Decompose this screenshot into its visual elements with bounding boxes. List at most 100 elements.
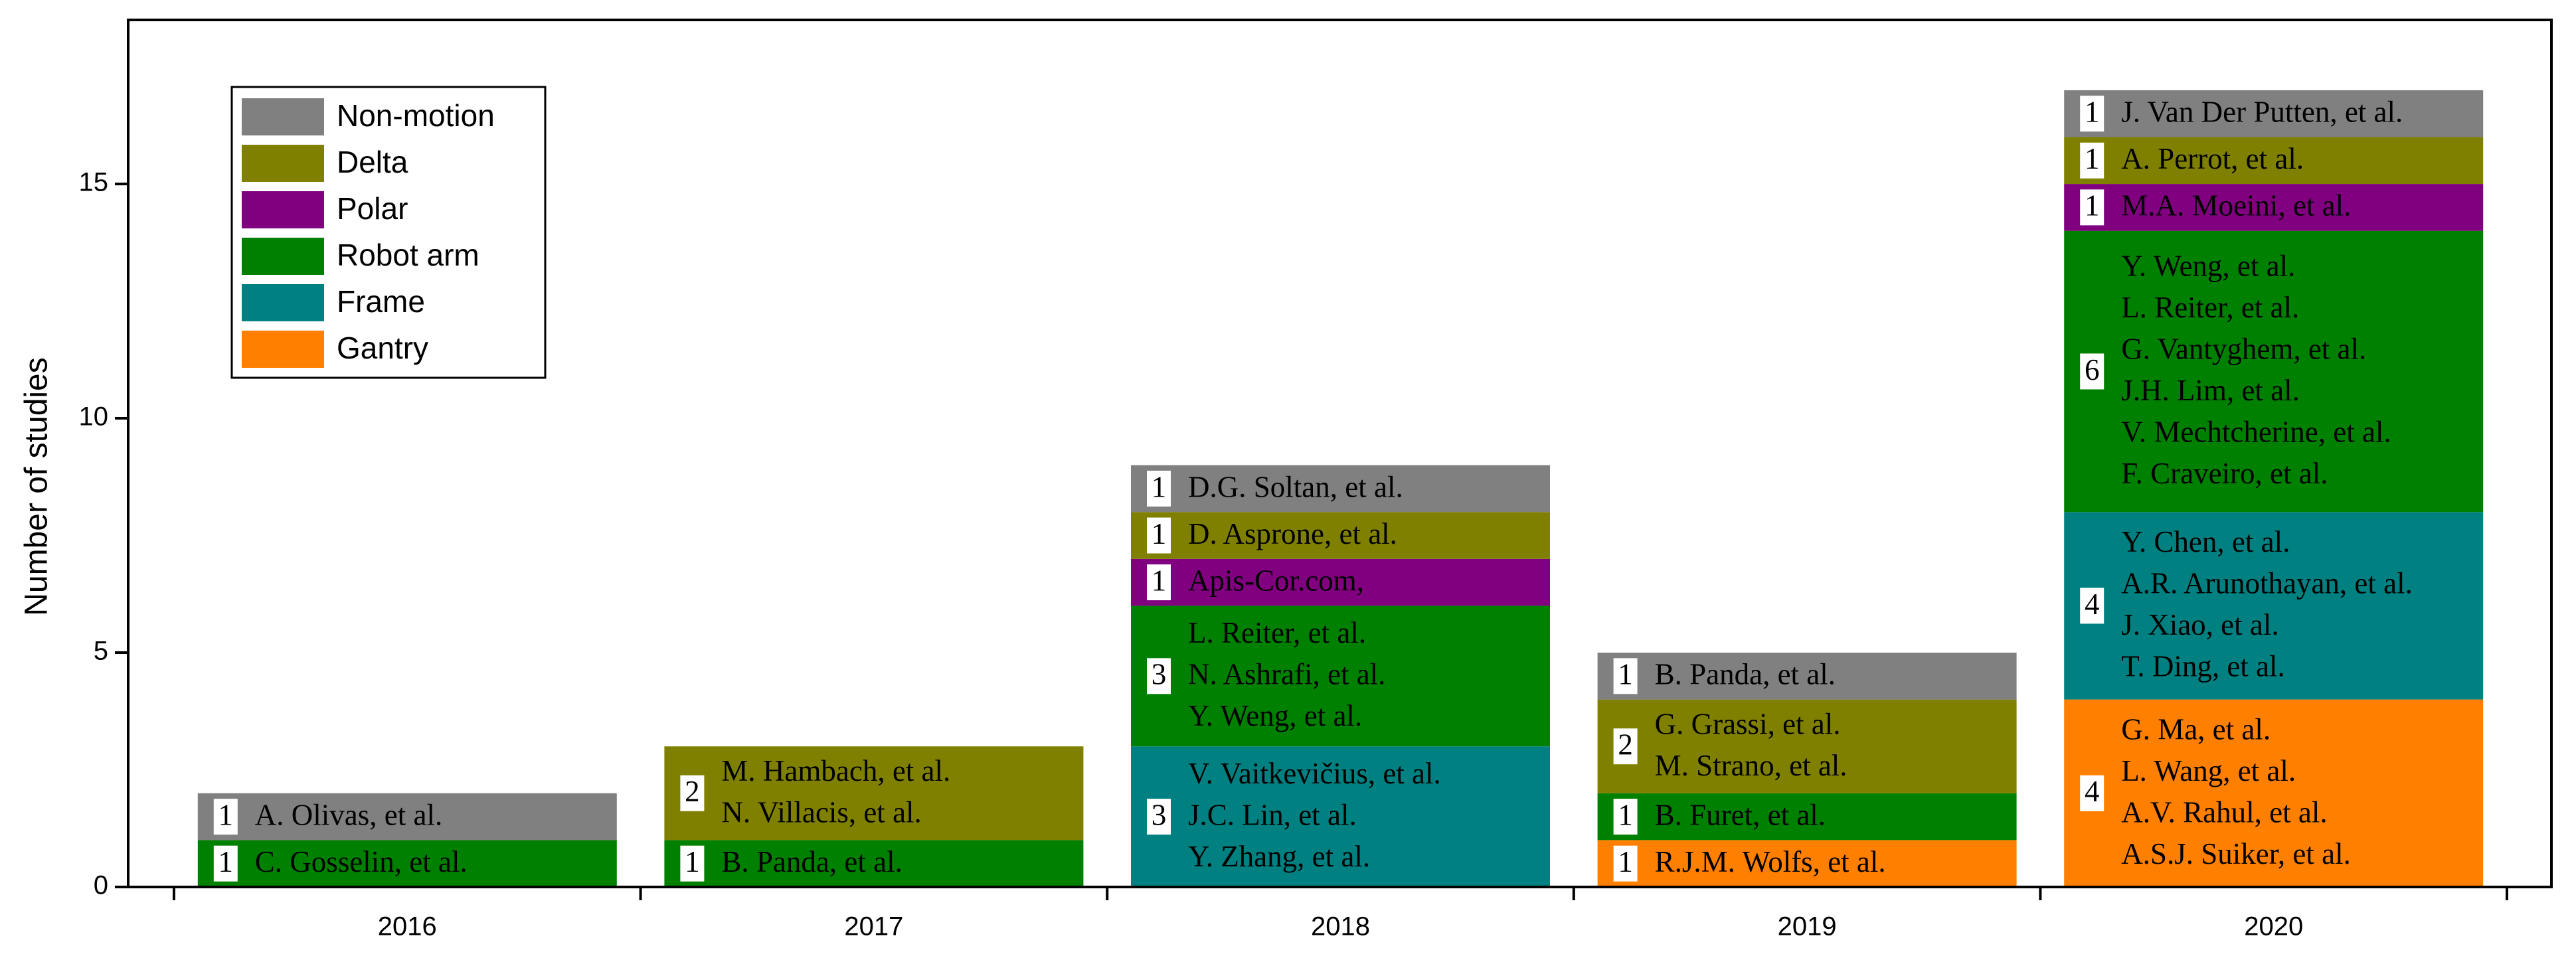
legend-swatch — [242, 98, 324, 135]
count-label: 1 — [1152, 517, 1167, 550]
author-label: A. Olivas, et al. — [255, 798, 442, 831]
count-box — [2080, 588, 2104, 624]
author-label: A. Perrot, et al. — [2121, 142, 2304, 175]
author-label: M.A. Moeini, et al. — [2121, 189, 2351, 222]
count-box — [1613, 845, 1638, 882]
author-label: G. Grassi, et al. — [1655, 707, 1841, 740]
count-label: 2 — [1618, 728, 1633, 762]
bar-segment — [2064, 90, 2484, 137]
author-label: V. Vaitkevičius, et al. — [1188, 757, 1441, 790]
legend-label: Non-motion — [337, 98, 495, 133]
count-box — [1147, 470, 1171, 507]
count-label: 1 — [2085, 142, 2100, 175]
author-label: Apis-Cor.com, — [1188, 564, 1364, 597]
count-label: 1 — [2085, 189, 2100, 222]
bar-segment — [2064, 184, 2484, 231]
count-label: 4 — [2085, 775, 2100, 808]
bar-segment — [2064, 137, 2484, 185]
author-label: M. Strano, et al. — [1655, 749, 1847, 782]
legend-label: Frame — [337, 284, 425, 319]
author-label: J.C. Lin, et al. — [1188, 798, 1357, 831]
author-label: J. Van Der Putten, et al. — [2121, 96, 2403, 129]
y-tick-label: 0 — [94, 871, 108, 900]
author-label: B. Panda, et al. — [1655, 658, 1836, 691]
bar-segment — [2064, 230, 2484, 513]
count-label: 1 — [1618, 658, 1633, 691]
count-label: 1 — [1152, 564, 1167, 597]
author-label: L. Reiter, et al. — [1188, 616, 1366, 649]
bar-segment — [2064, 699, 2484, 887]
bar-segment — [197, 793, 617, 841]
legend-label: Robot arm — [337, 238, 479, 272]
bar-segment — [1131, 558, 1550, 606]
y-tick-label: 15 — [79, 168, 109, 197]
author-label: D.G. Soltan, et al. — [1188, 470, 1403, 503]
count-box — [1147, 658, 1171, 694]
count-label: 1 — [1618, 798, 1633, 831]
legend-swatch — [242, 145, 324, 182]
bar-segment — [664, 746, 1084, 841]
author-label: Y. Weng, et al. — [2121, 250, 2295, 283]
legend-swatch — [242, 284, 324, 321]
count-box — [680, 775, 705, 811]
y-axis-label: Number of studies — [19, 357, 54, 616]
count-label: 1 — [685, 845, 700, 878]
y-tick-label: 5 — [94, 637, 108, 666]
author-label: G. Vantyghem, et al. — [2121, 333, 2366, 366]
count-label: 4 — [2085, 588, 2100, 621]
author-label: L. Wang, et al. — [2121, 754, 2296, 787]
x-tick-label: 2016 — [378, 912, 437, 941]
count-box — [2080, 353, 2104, 390]
count-label: 1 — [2085, 96, 2100, 129]
count-box — [213, 845, 238, 882]
bar-segment — [2064, 512, 2484, 700]
count-box — [680, 845, 705, 882]
legend-label: Gantry — [337, 331, 428, 365]
author-label: L. Reiter, et al. — [2121, 291, 2299, 324]
author-label: M. Hambach, et al. — [721, 754, 950, 787]
count-label: 2 — [685, 775, 700, 808]
legend-swatch — [242, 238, 324, 275]
x-tick-label: 2018 — [1311, 912, 1370, 941]
author-label: Y. Weng, et al. — [1188, 699, 1362, 732]
legend-swatch — [242, 191, 324, 228]
author-label: Y. Chen, et al. — [2121, 525, 2290, 558]
author-label: N. Ashrafi, et al. — [1188, 658, 1385, 691]
author-label: A.R. Arunothayan, et al. — [2121, 567, 2413, 600]
author-label: F. Craveiro, et al. — [2121, 457, 2328, 490]
bar-segment — [1597, 653, 2017, 700]
count-box — [2080, 96, 2104, 132]
x-tick-label: 2020 — [2244, 912, 2303, 941]
bar-segment — [664, 840, 1084, 887]
author-label: V. Mechtcherine, et al. — [2121, 416, 2391, 449]
plot-frame — [127, 19, 2553, 888]
count-box — [1613, 658, 1638, 694]
count-box — [213, 799, 238, 835]
author-label: N. Villacis, et al. — [721, 795, 921, 829]
bar-segment — [1597, 699, 2017, 793]
count-box — [1613, 728, 1638, 765]
bar-segment — [1131, 605, 1550, 747]
bar-segment — [1597, 840, 2017, 887]
y-tick-label: 10 — [79, 402, 109, 432]
author-label: J. Xiao, et al. — [2121, 608, 2278, 641]
bar-segment — [197, 840, 617, 887]
count-box — [1147, 799, 1171, 835]
author-label: B. Panda, et al. — [721, 845, 902, 878]
count-box — [1147, 517, 1171, 554]
author-label: A.S.J. Suiker, et al. — [2121, 837, 2351, 870]
count-label: 6 — [2085, 353, 2100, 386]
legend-swatch — [242, 331, 324, 368]
legend-label: Delta — [337, 145, 408, 179]
author-label: G. Ma, et al. — [2121, 712, 2271, 746]
author-label: A.V. Rahul, et al. — [2121, 795, 2327, 829]
count-box — [1147, 564, 1171, 601]
bar-segment — [1131, 746, 1550, 887]
bar-segment — [1131, 512, 1550, 559]
count-box — [2080, 189, 2104, 226]
x-tick-label: 2017 — [844, 912, 903, 941]
author-label: T. Ding, et al. — [2121, 650, 2285, 683]
count-box — [1613, 799, 1638, 835]
